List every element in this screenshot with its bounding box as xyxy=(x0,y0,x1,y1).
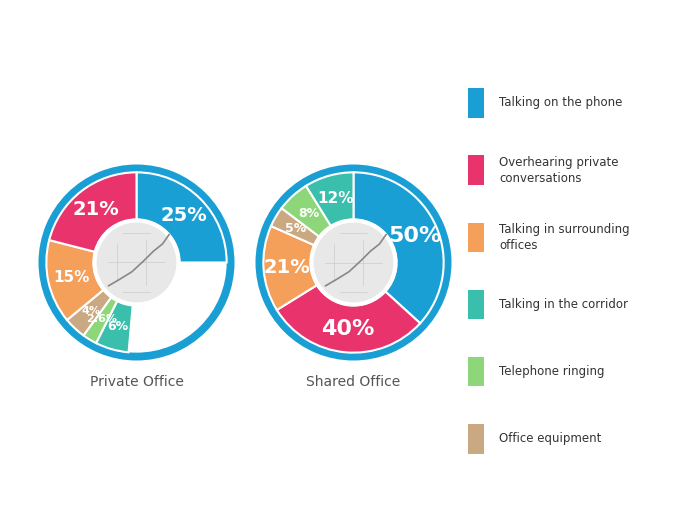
Text: 15%: 15% xyxy=(53,269,90,285)
Wedge shape xyxy=(306,172,354,226)
Circle shape xyxy=(310,219,397,306)
Text: 21%: 21% xyxy=(264,258,310,277)
Wedge shape xyxy=(49,172,136,252)
Circle shape xyxy=(97,223,176,302)
FancyBboxPatch shape xyxy=(468,357,484,386)
Circle shape xyxy=(314,223,393,302)
Text: Talking in surrounding
offices: Talking in surrounding offices xyxy=(499,223,630,252)
Text: Private Office: Private Office xyxy=(90,375,183,389)
Text: 4%: 4% xyxy=(81,306,100,316)
Text: Shared Office: Shared Office xyxy=(307,375,400,389)
Text: 25%: 25% xyxy=(160,206,207,225)
FancyBboxPatch shape xyxy=(468,424,484,454)
Wedge shape xyxy=(263,226,317,310)
Text: Office equipment: Office equipment xyxy=(499,433,601,445)
Wedge shape xyxy=(46,240,104,320)
Text: 21%: 21% xyxy=(72,201,119,219)
Text: 6%: 6% xyxy=(108,320,129,333)
Text: 2.6%: 2.6% xyxy=(86,314,118,324)
Wedge shape xyxy=(129,262,227,353)
FancyBboxPatch shape xyxy=(468,223,484,252)
Text: Overhearing private
conversations: Overhearing private conversations xyxy=(499,155,619,185)
Text: 5%: 5% xyxy=(286,222,307,235)
Text: 50%: 50% xyxy=(388,226,441,246)
Text: 40%: 40% xyxy=(321,319,374,339)
Text: Telephone ringing: Telephone ringing xyxy=(499,365,605,378)
Circle shape xyxy=(93,219,180,306)
Text: 12%: 12% xyxy=(317,191,354,206)
Text: Talking on the phone: Talking on the phone xyxy=(499,97,622,109)
Wedge shape xyxy=(271,208,319,245)
Wedge shape xyxy=(67,290,111,335)
Wedge shape xyxy=(276,285,420,353)
Wedge shape xyxy=(83,297,117,343)
Wedge shape xyxy=(354,172,444,323)
Wedge shape xyxy=(281,186,331,237)
Wedge shape xyxy=(96,301,133,352)
Wedge shape xyxy=(136,172,227,262)
Wedge shape xyxy=(38,164,235,361)
FancyBboxPatch shape xyxy=(468,88,484,118)
Wedge shape xyxy=(256,164,452,361)
FancyBboxPatch shape xyxy=(468,155,484,185)
Text: Talking in the corridor: Talking in the corridor xyxy=(499,298,628,311)
Text: 8%: 8% xyxy=(298,207,319,220)
FancyBboxPatch shape xyxy=(468,290,484,319)
